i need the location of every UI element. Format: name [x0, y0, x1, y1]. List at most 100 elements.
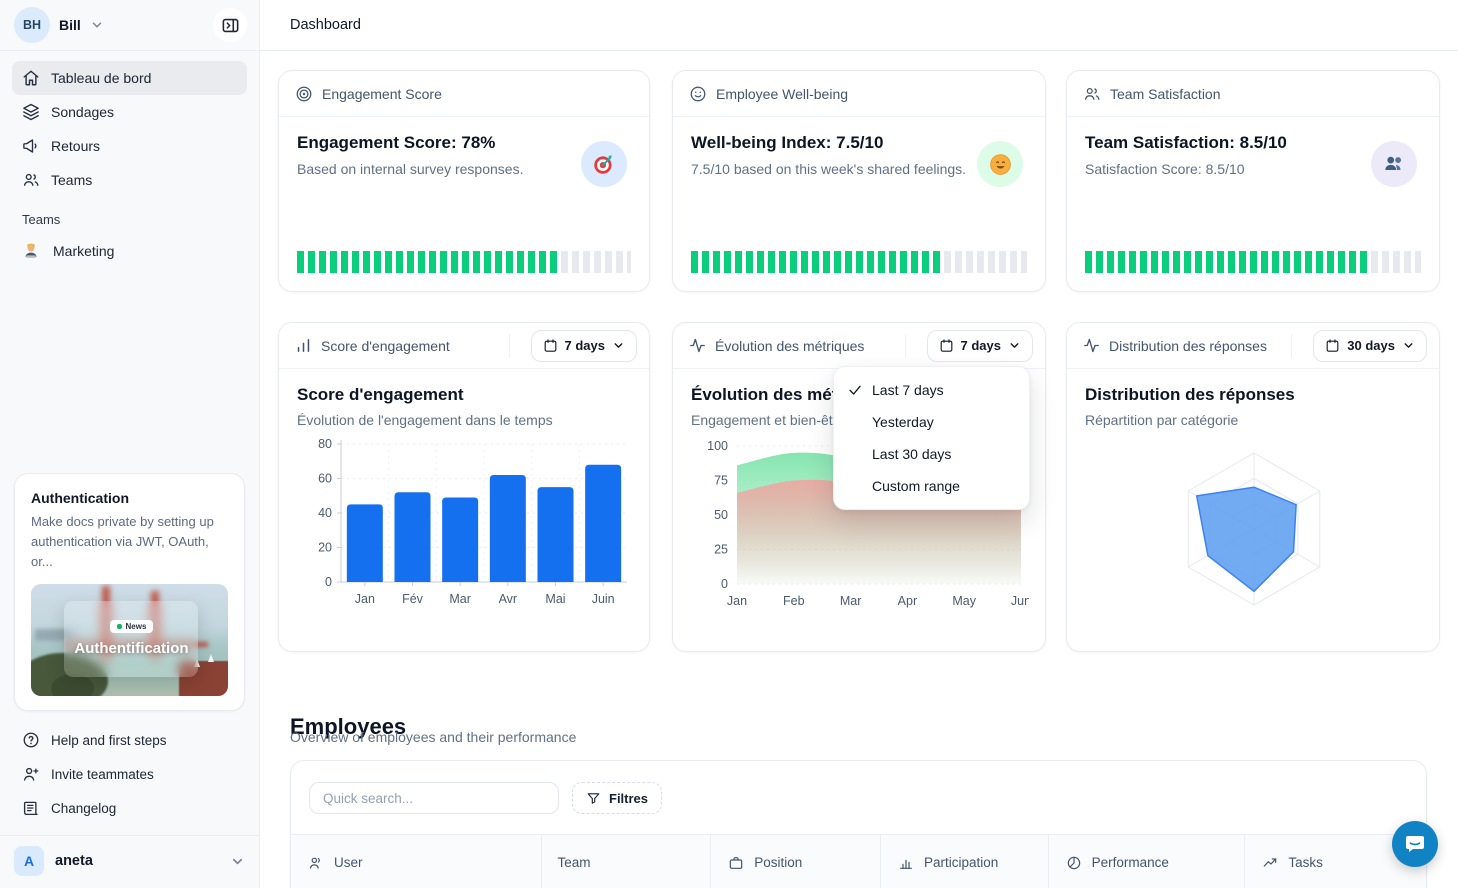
workspace-name: aneta [55, 853, 93, 869]
svg-text:Juin: Juin [592, 592, 615, 606]
workspace-avatar: A [14, 846, 44, 876]
card-header-label: Évolution des métriques [715, 337, 865, 354]
svg-text:Jan: Jan [727, 594, 747, 608]
sidebar-item-teams[interactable]: Teams [12, 163, 247, 197]
card-header-label: Score d'engagement [321, 337, 450, 354]
user-plus-icon [22, 765, 40, 783]
date-range-button[interactable]: 30 days [1313, 329, 1427, 362]
card-header: Employee Well-being [673, 71, 1045, 117]
sidebar-item-label: Invite teammates [51, 766, 154, 782]
sidebar-item-surveys[interactable]: Sondages [12, 95, 247, 129]
svg-text:80: 80 [318, 437, 332, 451]
column-header-performance: Performance [1047, 835, 1245, 888]
busts-in-silhouette-emoji [1371, 141, 1417, 187]
sidebar-item-dashboard[interactable]: Tableau de bord [12, 61, 247, 95]
svg-text:50: 50 [714, 508, 728, 522]
radar-polygon [1195, 486, 1297, 593]
date-range-button[interactable]: 7 days [530, 329, 637, 362]
bar [394, 492, 431, 582]
sidebar-item-label: Tableau de bord [51, 70, 152, 86]
woman-technologist-emoji [22, 242, 40, 260]
svg-text:40: 40 [318, 506, 332, 520]
employees-table-card: Filtres User Team Position [290, 760, 1427, 888]
table-header-row: User Team Position Participation [291, 834, 1426, 888]
card-header-label: Distribution des réponses [1109, 337, 1267, 354]
svg-text:100: 100 [707, 439, 728, 453]
sidebar-item-label: Changelog [51, 800, 117, 816]
auth-promo-card[interactable]: Authentication Make docs private by sett… [14, 472, 245, 711]
column-header-position: Position [710, 835, 880, 888]
calendar-icon [544, 339, 556, 352]
bar [537, 487, 574, 582]
sidebar-item-invite[interactable]: Invite teammates [12, 757, 247, 791]
stat-title: Team Satisfaction: 8.5/10 [1085, 133, 1287, 152]
intercom-chat-button[interactable] [1392, 821, 1438, 867]
stat-subtitle: Satisfaction Score: 8.5/10 [1085, 161, 1245, 177]
table-toolbar: Filtres [291, 761, 1426, 834]
date-range-menu: Last 7 days Yesterday Last 30 days Custom r… [833, 366, 1030, 510]
collapse-sidebar-button[interactable] [213, 8, 247, 42]
chevron-down-icon [1010, 343, 1019, 348]
chat-bubble-icon [1406, 836, 1424, 852]
check-icon [849, 385, 861, 395]
smile-icon [689, 85, 707, 103]
column-header-participation: Participation [879, 835, 1048, 888]
chevron-down-icon [614, 343, 623, 348]
progress-bar [691, 251, 1027, 273]
sidebar-item-changelog[interactable]: Changelog [12, 791, 247, 825]
filters-button[interactable]: Filtres [572, 782, 663, 814]
svg-text:Fév: Fév [402, 592, 424, 606]
megaphone-icon [22, 137, 40, 155]
target-icon [295, 85, 313, 103]
bar [489, 475, 526, 582]
svg-text:Apr: Apr [898, 594, 917, 608]
user-name[interactable]: Bill [59, 17, 81, 33]
svg-text:0: 0 [325, 575, 332, 589]
sidebar-item-label: Help and first steps [51, 732, 167, 748]
sidebar-item-team-marketing[interactable]: Marketing [12, 234, 247, 268]
svg-text:Jan: Jan [355, 592, 375, 606]
column-header-user: User [291, 835, 541, 888]
svg-text:20: 20 [318, 541, 332, 555]
date-range-button[interactable]: 7 days [926, 329, 1033, 362]
auth-promo-overlay: News Authentification [64, 600, 199, 677]
avatar[interactable]: BH [14, 7, 50, 43]
bar [346, 504, 383, 582]
activity-icon [689, 337, 706, 354]
bar-chart-icon [295, 337, 312, 354]
sidebar: BH Bill Tableau de bord Sondages [0, 0, 260, 888]
progress-fill [1085, 251, 1371, 273]
users-icon [22, 171, 40, 189]
sidebar-nav: Tableau de bord Sondages Retours Teams T… [0, 51, 259, 268]
menu-item[interactable]: Custom range [872, 478, 960, 494]
menu-item[interactable]: Yesterday [872, 414, 934, 430]
workspace-switcher[interactable]: A aneta [0, 835, 259, 888]
sidebar-item-feedback[interactable]: Retours [12, 129, 247, 163]
chart-title: Distribution des réponses [1085, 385, 1295, 404]
card-header: Évolution des métriques 7 days [673, 323, 1045, 369]
main-content: Dashboard Engagement Score Engagement Sc… [260, 0, 1458, 888]
chevron-down-icon[interactable] [90, 18, 104, 32]
chart-subtitle: Évolution de l'engagement dans le temps [297, 412, 553, 428]
news-badge: News [109, 620, 154, 634]
employees-title: Employees [290, 714, 407, 740]
bar-chart-icon [897, 855, 915, 871]
teams-section-label: Teams [22, 212, 61, 227]
responses-radar-chart [1187, 452, 1321, 606]
employees-subtitle: Overview of employees and their performa… [290, 729, 577, 745]
menu-item[interactable]: Last 30 days [872, 446, 952, 462]
menu-item[interactable]: Last 7 days [834, 374, 1029, 406]
collapse-sidebar-icon [222, 18, 238, 32]
progress-bar [297, 251, 631, 273]
auth-promo-image: News Authentification [31, 584, 228, 696]
layers-icon [22, 103, 40, 121]
sidebar-item-help[interactable]: Help and first steps [12, 723, 247, 757]
calendar-icon [1326, 339, 1339, 352]
activity-icon [1083, 337, 1100, 354]
chart-subtitle: Répartition par catégorie [1085, 412, 1239, 428]
search-input[interactable] [309, 782, 559, 814]
sidebar-item-label: Teams [51, 172, 93, 188]
sidebar-item-label: Marketing [53, 243, 115, 259]
sidebar-item-label: Retours [51, 138, 101, 154]
column-header-team: Team [540, 835, 711, 888]
